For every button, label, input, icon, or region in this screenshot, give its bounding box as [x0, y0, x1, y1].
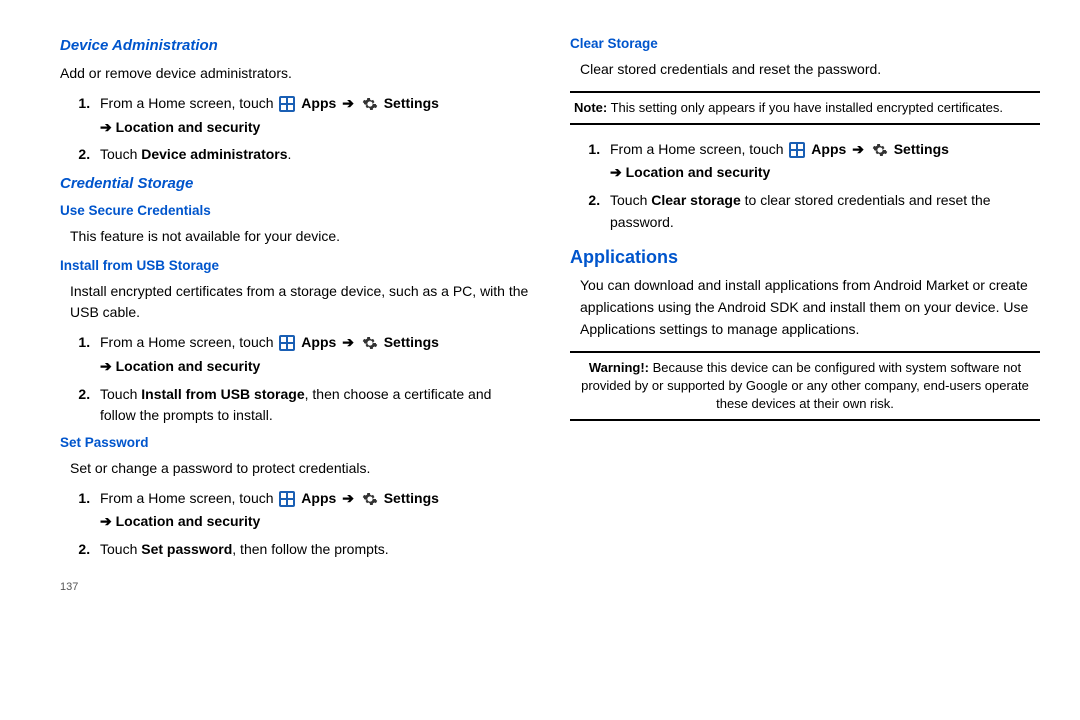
text-bold: Device administrators [141, 146, 287, 162]
arrow-icon: ➔ [850, 141, 866, 157]
apps-label: Apps [301, 334, 336, 350]
steps-set-pw: From a Home screen, touch Apps ➔ Setting… [60, 488, 530, 561]
para-applications: You can download and install application… [570, 275, 1040, 340]
step-da-1: From a Home screen, touch Apps ➔ Setting… [94, 93, 530, 138]
step-da-2: Touch Device administrators. [94, 144, 530, 166]
para-device-admin: Add or remove device administrators. [60, 63, 530, 85]
para-use-secure: This feature is not available for your d… [60, 226, 530, 248]
settings-label: Settings [384, 95, 439, 111]
gear-icon [362, 335, 378, 351]
note-label: Note: [574, 100, 607, 115]
heading-set-pw: Set Password [60, 433, 530, 454]
right-column: Clear Storage Clear stored credentials a… [570, 30, 1040, 710]
gear-icon [362, 491, 378, 507]
loc-sec-line: ➔ Location and security [100, 356, 530, 378]
text: Touch [100, 146, 141, 162]
gear-icon [872, 142, 888, 158]
heading-clear: Clear Storage [570, 34, 1040, 55]
steps-clear: From a Home screen, touch Apps ➔ Setting… [570, 139, 1040, 234]
step-usb-2: Touch Install from USB storage, then cho… [94, 384, 530, 427]
arrow-icon: ➔ [340, 334, 356, 350]
gear-icon [362, 96, 378, 112]
apps-label: Apps [301, 490, 336, 506]
text: Touch [610, 192, 651, 208]
step-clear-1: From a Home screen, touch Apps ➔ Setting… [604, 139, 1040, 184]
heading-use-secure: Use Secure Credentials [60, 201, 530, 222]
step-pw-2: Touch Set password, then follow the prom… [94, 539, 530, 561]
loc-sec-line: ➔ Location and security [100, 511, 530, 533]
note-box: Note: This setting only appears if you h… [570, 91, 1040, 125]
text: Touch [100, 541, 141, 557]
left-column: Device Administration Add or remove devi… [60, 30, 530, 710]
heading-install-usb: Install from USB Storage [60, 256, 530, 277]
step-pw-1: From a Home screen, touch Apps ➔ Setting… [94, 488, 530, 533]
text-bold: Clear storage [651, 192, 740, 208]
apps-label: Apps [301, 95, 336, 111]
para-install-usb: Install encrypted certificates from a st… [60, 281, 530, 324]
text: , then follow the prompts. [232, 541, 388, 557]
apps-label: Apps [811, 141, 846, 157]
settings-label: Settings [384, 334, 439, 350]
step-usb-1: From a Home screen, touch Apps ➔ Setting… [94, 332, 530, 377]
text: From a Home screen, touch [100, 490, 277, 506]
page-number: 137 [60, 579, 530, 596]
text: Touch [100, 386, 141, 402]
arrow-icon: ➔ [340, 490, 356, 506]
heading-applications: Applications [570, 244, 1040, 272]
loc-sec-line: ➔ Location and security [610, 162, 1040, 184]
settings-label: Settings [384, 490, 439, 506]
text-bold: Install from USB storage [141, 386, 304, 402]
loc-sec-line: ➔ Location and security [100, 117, 530, 139]
step-clear-2: Touch Clear storage to clear stored cred… [604, 190, 1040, 233]
warn-label: Warning!: [589, 360, 649, 375]
note-text: This setting only appears if you have in… [607, 100, 1003, 115]
apps-icon [789, 142, 805, 158]
warning-box: Warning!: Because this device can be con… [570, 351, 1040, 422]
heading-device-admin: Device Administration [60, 34, 530, 57]
text-bold: Set password [141, 541, 232, 557]
apps-icon [279, 96, 295, 112]
warn-text: Because this device can be configured wi… [581, 360, 1029, 411]
text: From a Home screen, touch [610, 141, 787, 157]
text: From a Home screen, touch [100, 95, 277, 111]
para-clear: Clear stored credentials and reset the p… [570, 59, 1040, 81]
text: From a Home screen, touch [100, 334, 277, 350]
apps-icon [279, 491, 295, 507]
steps-device-admin: From a Home screen, touch Apps ➔ Setting… [60, 93, 530, 166]
heading-credential: Credential Storage [60, 172, 530, 195]
apps-icon [279, 335, 295, 351]
arrow-icon: ➔ [340, 95, 356, 111]
steps-install-usb: From a Home screen, touch Apps ➔ Setting… [60, 332, 530, 427]
settings-label: Settings [894, 141, 949, 157]
text: . [288, 146, 292, 162]
para-set-pw: Set or change a password to protect cred… [60, 458, 530, 480]
